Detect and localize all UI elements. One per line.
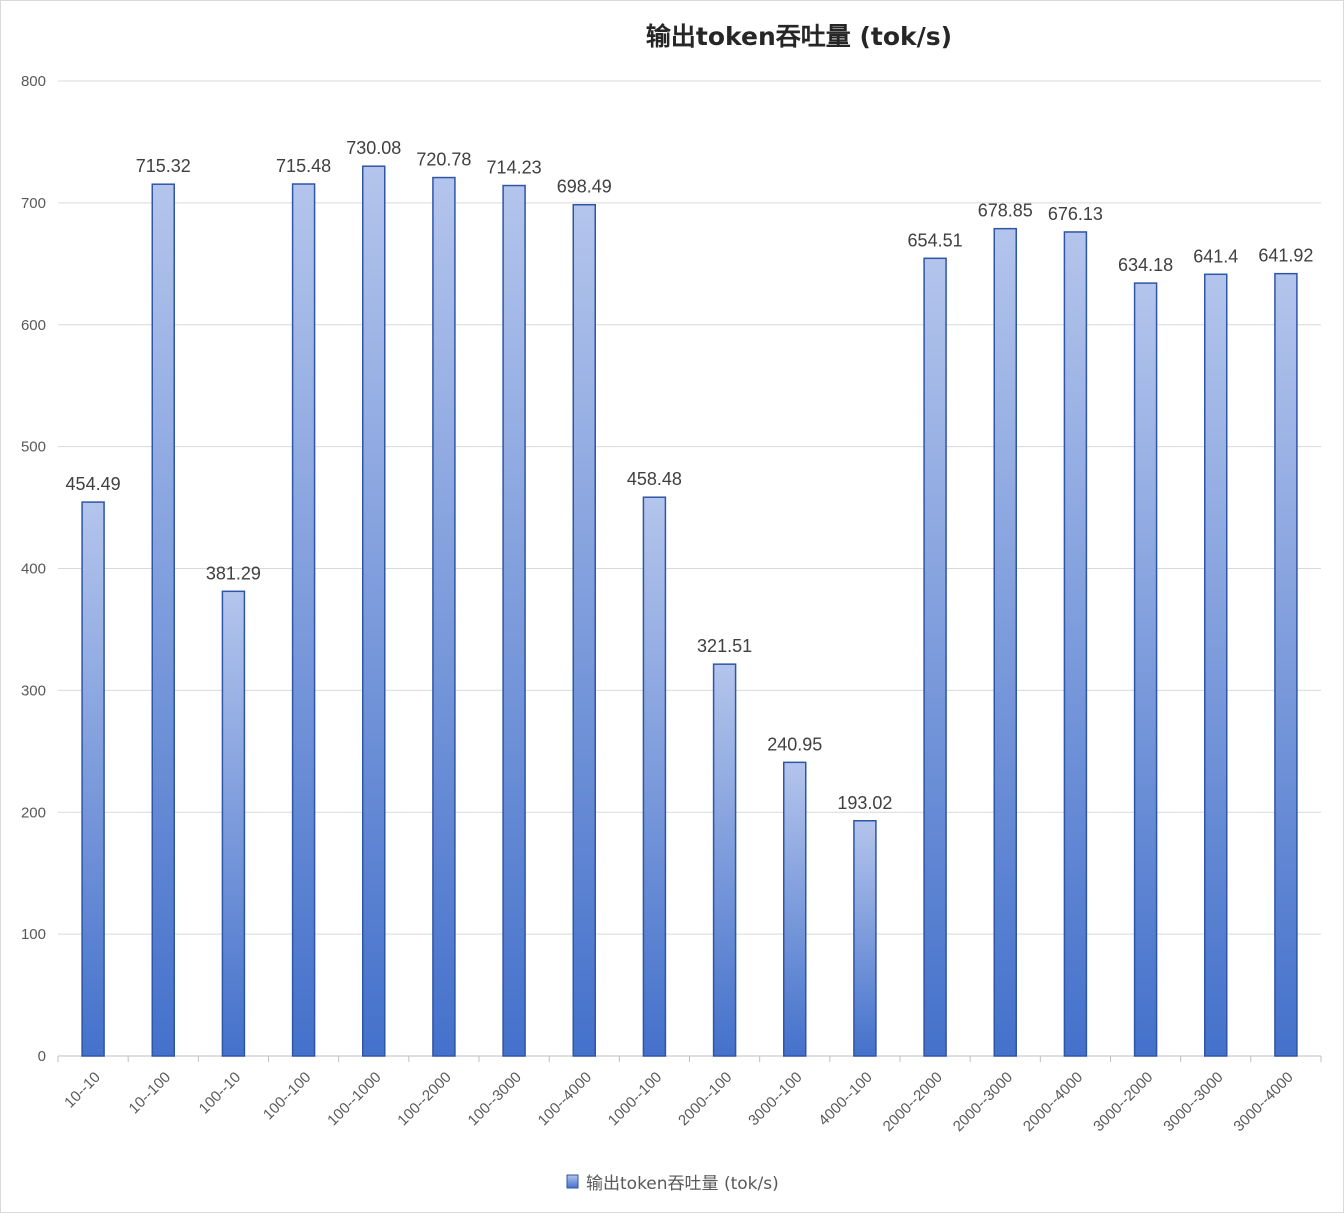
data-label: 654.51 — [908, 230, 963, 250]
data-label: 720.78 — [416, 150, 471, 170]
bar — [1063, 231, 1088, 1057]
data-label: 730.08 — [346, 138, 401, 158]
y-tick-label: 100 — [21, 926, 46, 943]
x-tick-label: 2000--2000 — [880, 1069, 946, 1135]
y-tick-label: 300 — [21, 682, 46, 699]
y-tick-label: 200 — [21, 804, 46, 821]
data-label: 321.51 — [697, 636, 752, 656]
legend-label: 输出token吞吐量 (tok/s) — [586, 1174, 779, 1194]
x-tick-label: 100--1000 — [324, 1069, 384, 1129]
bar — [572, 203, 596, 1057]
y-tick-label: 600 — [21, 317, 46, 334]
bar — [81, 501, 105, 1057]
legend: 输出token吞吐量 (tok/s) — [566, 1174, 779, 1194]
data-label: 715.32 — [136, 156, 191, 176]
y-tick-label: 700 — [21, 195, 46, 212]
x-tick-label: 2000--3000 — [950, 1069, 1016, 1135]
y-tick-label: 400 — [21, 561, 46, 578]
x-tick-label: 10--100 — [125, 1069, 174, 1118]
bar — [291, 183, 316, 1057]
bar — [151, 183, 175, 1057]
bar — [362, 165, 386, 1057]
bar — [1274, 272, 1298, 1057]
bar — [783, 761, 807, 1057]
data-label: 641.92 — [1258, 246, 1313, 266]
x-tick-label: 2000--4000 — [1020, 1069, 1086, 1135]
data-label: 715.48 — [276, 156, 331, 176]
bar — [923, 257, 947, 1057]
bar — [853, 820, 877, 1057]
data-labels: 454.49 715.32 381.29 715.48 730.08 720.78 714.… — [66, 138, 1314, 813]
y-tick-label: 500 — [21, 439, 46, 456]
x-axis-ticks: 10--10 10--100 100--10 100--100 100--1000 100… — [61, 1069, 1297, 1135]
x-tick-label: 4000--100 — [815, 1069, 875, 1129]
data-label: 193.02 — [837, 793, 892, 813]
x-tick-label: 100--100 — [260, 1069, 314, 1123]
x-tick-label: 10--10 — [61, 1069, 104, 1112]
data-label: 458.48 — [627, 469, 682, 489]
data-label: 634.18 — [1118, 255, 1173, 275]
data-label: 676.13 — [1048, 204, 1103, 224]
bar — [642, 496, 667, 1057]
chart-title: 输出token吞吐量 (tok/s) — [646, 22, 952, 51]
bar — [221, 590, 246, 1057]
x-tick-label: 100--10 — [196, 1069, 245, 1118]
data-label: 240.95 — [767, 734, 822, 754]
bar — [432, 176, 456, 1057]
data-label: 714.23 — [487, 158, 542, 178]
bar — [1133, 282, 1158, 1057]
x-tick-label: 1000--100 — [605, 1069, 665, 1129]
data-label: 698.49 — [557, 177, 612, 197]
x-tick-label: 3000--2000 — [1090, 1069, 1156, 1135]
x-tick-label: 2000--100 — [675, 1069, 735, 1129]
data-label: 678.85 — [978, 201, 1033, 221]
x-tick-label: 3000--4000 — [1230, 1069, 1296, 1135]
x-tick-label: 100--3000 — [465, 1069, 525, 1129]
bars — [81, 165, 1298, 1057]
x-tick-label: 3000--3000 — [1160, 1069, 1226, 1135]
y-tick-label: 0 — [38, 1048, 46, 1065]
data-label: 454.49 — [66, 474, 121, 494]
bar — [993, 227, 1017, 1057]
x-tick-label: 3000--100 — [745, 1069, 805, 1129]
x-tick-label: 100--4000 — [535, 1069, 595, 1129]
data-label: 381.29 — [206, 563, 261, 583]
bar — [1204, 273, 1228, 1057]
data-label: 641.4 — [1193, 246, 1238, 266]
bar — [502, 184, 526, 1057]
y-tick-label: 800 — [21, 73, 46, 90]
gridlines — [57, 80, 1322, 1062]
y-axis-ticks: 0 100 200 300 400 500 600 700 800 — [21, 73, 46, 1065]
x-tick-label: 100--2000 — [394, 1069, 454, 1129]
bar — [712, 663, 737, 1057]
legend-swatch — [566, 1174, 579, 1189]
